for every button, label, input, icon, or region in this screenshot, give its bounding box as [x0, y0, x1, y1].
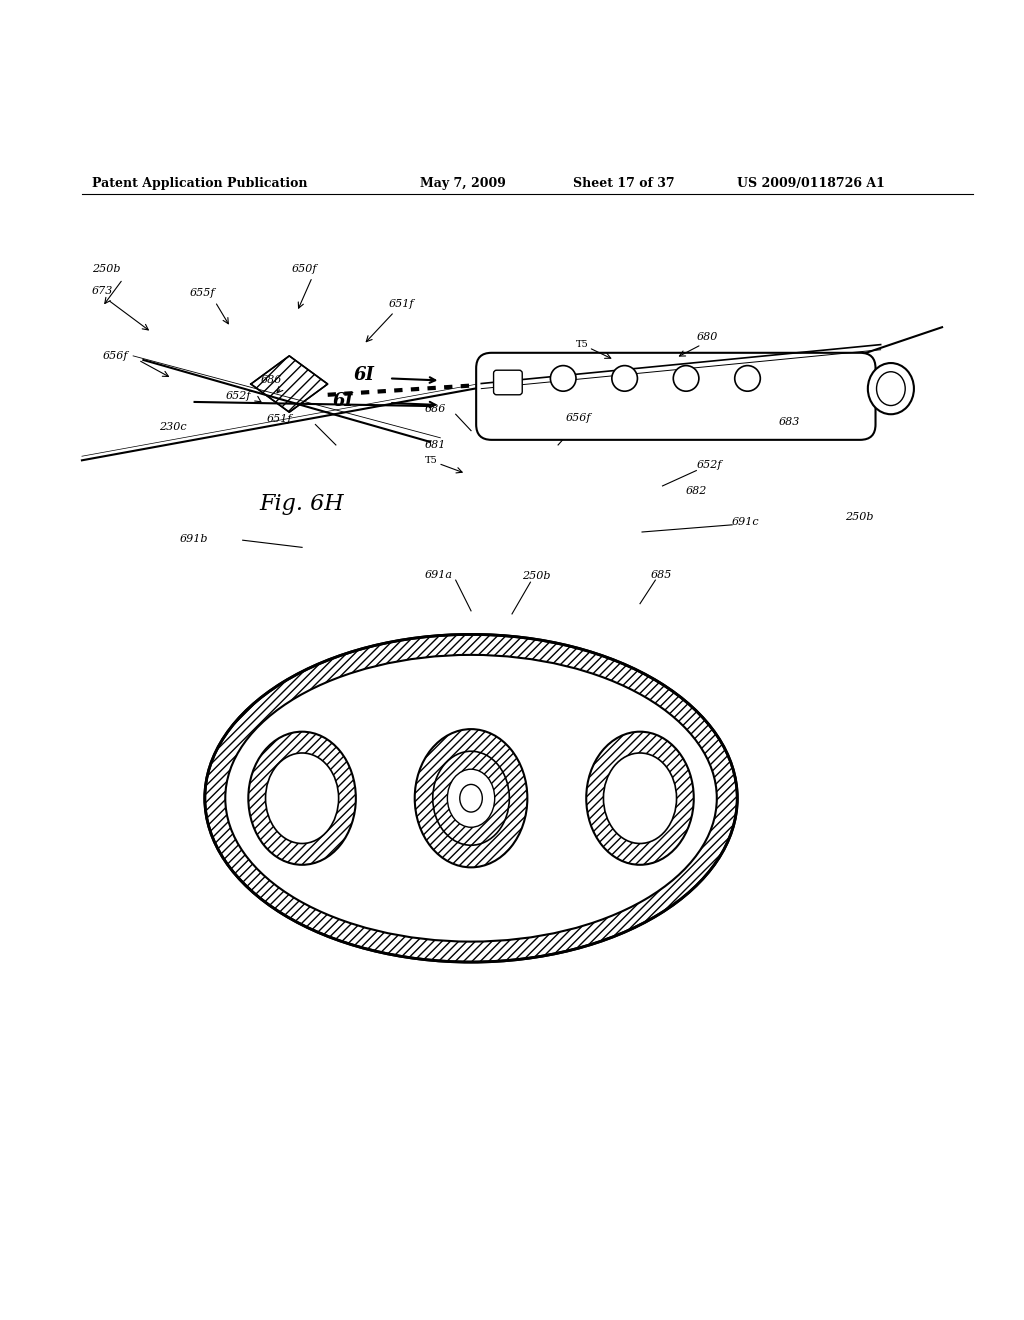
- Text: 230c: 230c: [159, 421, 186, 432]
- Ellipse shape: [735, 366, 760, 391]
- Text: 691c: 691c: [732, 516, 760, 527]
- Text: US 2009/0118726 A1: US 2009/0118726 A1: [737, 177, 885, 190]
- Text: 685: 685: [650, 570, 672, 579]
- Text: 650f: 650f: [292, 264, 317, 273]
- Text: Patent Application Publication: Patent Application Publication: [92, 177, 307, 190]
- Ellipse shape: [868, 363, 914, 414]
- Ellipse shape: [877, 372, 905, 405]
- Text: 691a: 691a: [425, 570, 453, 579]
- Text: 250b: 250b: [522, 572, 551, 581]
- Ellipse shape: [447, 770, 495, 828]
- Text: 6I: 6I: [333, 392, 353, 411]
- Text: 6I: 6I: [353, 367, 374, 384]
- Text: 651f: 651f: [266, 414, 292, 424]
- Ellipse shape: [586, 731, 694, 865]
- Text: T5: T5: [575, 341, 588, 348]
- Ellipse shape: [612, 366, 637, 391]
- Text: 250b: 250b: [92, 264, 121, 273]
- Text: 656f: 656f: [102, 351, 128, 360]
- Text: 686: 686: [261, 375, 283, 385]
- Text: 686: 686: [425, 404, 446, 414]
- Text: T5: T5: [425, 455, 437, 465]
- Text: 655f: 655f: [189, 288, 215, 298]
- Text: Fig. 6I: Fig. 6I: [403, 896, 477, 919]
- Text: 682: 682: [686, 486, 708, 496]
- Ellipse shape: [433, 751, 509, 845]
- Ellipse shape: [603, 752, 677, 843]
- Text: May 7, 2009: May 7, 2009: [420, 177, 506, 190]
- Text: 656f: 656f: [565, 413, 591, 424]
- Ellipse shape: [225, 655, 717, 941]
- Ellipse shape: [674, 366, 698, 391]
- FancyBboxPatch shape: [476, 352, 876, 440]
- Text: 683: 683: [778, 417, 800, 428]
- Text: 652f: 652f: [225, 391, 251, 401]
- Text: Sheet 17 of 37: Sheet 17 of 37: [573, 177, 675, 190]
- Ellipse shape: [249, 731, 356, 865]
- Ellipse shape: [460, 784, 482, 812]
- Text: 651f: 651f: [389, 298, 415, 309]
- Text: 691b: 691b: [179, 535, 208, 544]
- Ellipse shape: [551, 366, 575, 391]
- Ellipse shape: [415, 729, 527, 867]
- Ellipse shape: [205, 635, 737, 962]
- Text: Fig. 6H: Fig. 6H: [260, 494, 344, 515]
- Text: 681: 681: [425, 440, 446, 450]
- Text: 680: 680: [696, 333, 718, 342]
- FancyBboxPatch shape: [494, 370, 522, 395]
- Text: 652f: 652f: [696, 461, 722, 470]
- Ellipse shape: [265, 752, 339, 843]
- Text: 250b: 250b: [845, 512, 873, 521]
- Text: 673: 673: [92, 286, 114, 297]
